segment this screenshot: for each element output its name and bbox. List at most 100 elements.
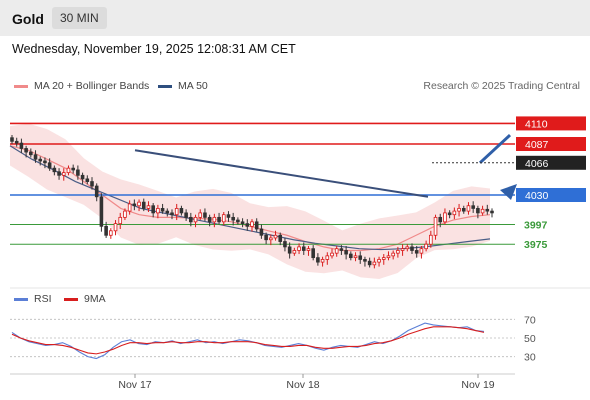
candle-body: [217, 216, 221, 223]
candle-body: [99, 196, 104, 227]
candle-body: [160, 208, 165, 212]
candle-body: [358, 255, 363, 260]
candle-body: [396, 250, 400, 254]
candle-body: [377, 259, 381, 263]
bollinger-band: [10, 123, 490, 280]
chart-header: Gold 30 MIN: [0, 0, 590, 36]
candle-body: [363, 259, 367, 262]
price-levels: [10, 122, 515, 245]
candle-body: [372, 261, 377, 266]
level-label-4030: 4030: [525, 190, 549, 202]
candle-body: [198, 212, 203, 218]
candle-body: [283, 241, 287, 248]
candle-body: [193, 216, 198, 223]
candle-body: [33, 154, 38, 160]
candle-body: [43, 160, 47, 164]
x-tick-label: Nov 19: [461, 379, 494, 391]
candle-body: [10, 137, 14, 142]
trendline: [134, 149, 429, 198]
candle-body: [330, 252, 334, 257]
candle-body: [47, 162, 52, 169]
candle-body: [316, 257, 320, 263]
candle-body: [461, 208, 466, 212]
candle-body: [212, 216, 217, 223]
rsi-9ma-line: [11, 326, 485, 355]
level-tag-4110: [516, 116, 586, 131]
candle-body: [19, 142, 24, 149]
level-tag-4087: [516, 137, 586, 151]
candle-body: [231, 216, 235, 221]
candle-body: [14, 140, 19, 144]
candle-body: [71, 167, 75, 171]
candle-body: [424, 243, 428, 250]
candle-body: [429, 234, 433, 245]
legend-ma20: MA 20 + Bollinger Bands: [14, 80, 149, 92]
candle-body: [221, 214, 226, 223]
candle-body: [367, 260, 372, 266]
candle-body: [174, 208, 179, 216]
candle-body: [179, 208, 184, 214]
candle-body: [141, 201, 146, 209]
level-label-4066: 4066: [525, 158, 549, 170]
candle-body: [391, 252, 395, 257]
candle-body: [297, 246, 301, 251]
candle-body: [137, 201, 141, 207]
candle-body: [414, 250, 419, 254]
annotations: [134, 133, 517, 200]
candle-body: [52, 167, 57, 173]
candle-body: [320, 259, 325, 263]
candle-body: [438, 216, 443, 223]
candle-body: [344, 250, 348, 255]
credit-text: Research © 2025 Trading Central: [423, 80, 580, 92]
candle-body: [447, 212, 452, 216]
candle-body: [236, 219, 240, 223]
candle-body: [90, 181, 94, 187]
projection-arrow: [478, 133, 512, 164]
rsi-tick-30: 30: [524, 352, 536, 364]
candle-body: [240, 221, 245, 225]
candle-body: [311, 248, 315, 259]
candle-body: [66, 167, 71, 174]
candle-body: [306, 248, 311, 251]
candle-body: [250, 221, 254, 227]
candle-body: [386, 255, 391, 259]
candle-body: [334, 248, 339, 254]
candle-body: [259, 228, 264, 236]
legend-ma50: MA 50: [158, 80, 208, 92]
candle-body: [264, 234, 268, 241]
candle-body: [466, 205, 471, 212]
candle-body: [254, 221, 259, 230]
level-label-4110: 4110: [525, 118, 548, 130]
candle-body: [443, 212, 447, 223]
candle-body: [80, 174, 85, 180]
level-tag-4030: [516, 188, 586, 202]
candle-body: [273, 234, 278, 239]
rsi-panel: 70 50 30: [10, 314, 536, 364]
arrow-head-icon: [500, 184, 517, 200]
candle-body: [165, 210, 170, 214]
ma50-line: [9, 145, 491, 251]
legend-rsi-swatch: [14, 297, 28, 301]
candle-body: [123, 210, 127, 218]
candle-body: [476, 208, 480, 214]
candle-body: [85, 178, 90, 182]
candle-body: [471, 205, 475, 209]
symbol-title: Gold: [12, 11, 44, 27]
x-tick-label: Nov 18: [286, 379, 319, 391]
level-label-3975: 3975: [524, 239, 548, 251]
candles: [10, 135, 494, 269]
candle-body: [61, 172, 66, 176]
x-tick-label: Nov 17: [118, 379, 151, 391]
legend-rsi-label: RSI: [34, 293, 52, 305]
legend-ma20-swatch: [14, 84, 28, 88]
candle-body: [353, 255, 358, 259]
candle-body: [269, 237, 273, 241]
bollinger-fill: [10, 123, 490, 280]
candle-body: [433, 216, 438, 236]
candle-body: [410, 246, 414, 251]
timeframe-button[interactable]: 30 MIN: [52, 7, 107, 29]
legend-9ma: 9MA: [64, 293, 106, 305]
x-axis: Nov 17 Nov 18 Nov 19: [10, 373, 515, 391]
candle-body: [118, 216, 123, 225]
